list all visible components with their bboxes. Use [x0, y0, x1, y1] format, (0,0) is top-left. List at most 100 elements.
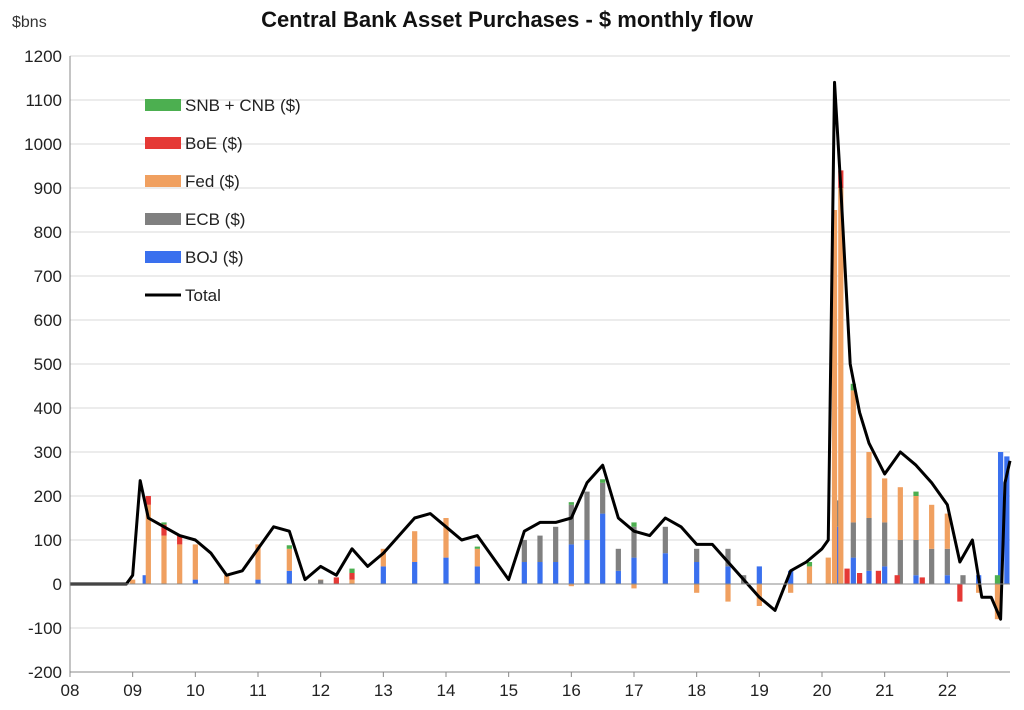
- bar-segment: [521, 562, 527, 584]
- bar-segment: [725, 566, 731, 584]
- bar-segment: [568, 504, 574, 545]
- bar-segment: [161, 522, 167, 525]
- legend-swatch: [145, 175, 181, 187]
- bar-segment: [145, 504, 151, 584]
- bar-segment: [318, 579, 324, 584]
- bar-segment: [944, 548, 950, 576]
- x-tick-label: 15: [499, 681, 518, 700]
- bar-segment: [835, 526, 841, 584]
- total-line: [70, 80, 1012, 621]
- x-tick-label: 21: [875, 681, 894, 700]
- bar-segment: [866, 518, 872, 571]
- bar-segment: [568, 502, 574, 505]
- x-tick-label: 17: [625, 681, 644, 700]
- y-tick-label: 500: [34, 355, 62, 374]
- bar-segment: [944, 575, 950, 584]
- bar-segment: [725, 548, 731, 567]
- bar-segment: [286, 548, 292, 571]
- bar-segment: [553, 562, 559, 584]
- y-tick-label: 1100: [25, 91, 62, 110]
- bar-segment: [997, 452, 1004, 584]
- bar-segment: [631, 557, 637, 584]
- bar-segment: [318, 579, 324, 581]
- bar-segment: [806, 566, 813, 584]
- x-tick-label: 13: [374, 681, 393, 700]
- bar-segment: [584, 491, 590, 540]
- bar-segment: [894, 575, 900, 584]
- y-tick-label: 700: [34, 267, 62, 286]
- x-tick-label: 18: [687, 681, 706, 700]
- x-tick-label: 20: [813, 681, 832, 700]
- bar-segment: [380, 566, 386, 584]
- bar-segment: [882, 522, 888, 567]
- bar-segment: [349, 573, 355, 580]
- bar-segment: [443, 518, 449, 558]
- bar-segment: [831, 210, 838, 584]
- bar-segment: [929, 504, 935, 549]
- legend: SNB + CNB ($) BoE ($) Fed ($) ECB ($) BOJ ($…: [145, 96, 301, 305]
- bar-segment: [161, 524, 167, 536]
- bar-segment: [615, 548, 621, 571]
- legend-swatch: [145, 137, 181, 149]
- bar-segment: [600, 482, 606, 514]
- bar-segment: [806, 562, 813, 567]
- bar-segment: [333, 577, 339, 584]
- bar-segment: [875, 570, 882, 584]
- bar-segment: [788, 570, 794, 584]
- bar-segment: [662, 526, 668, 554]
- bar-segment: [553, 526, 559, 562]
- legend-swatch: [145, 99, 181, 111]
- legend-label: SNB + CNB ($): [185, 96, 301, 115]
- y-tick-label: 0: [53, 575, 62, 594]
- bar-segment: [994, 575, 1001, 584]
- bar-segment: [412, 531, 418, 562]
- legend-label: Total: [185, 286, 221, 305]
- bar-segment: [976, 584, 982, 593]
- bar-segment: [600, 513, 606, 584]
- x-tick-label: 09: [123, 681, 142, 700]
- chart-title: Central Bank Asset Purchases - $ monthly…: [261, 7, 754, 32]
- x-tick-label: 22: [938, 681, 957, 700]
- bar-segment: [866, 570, 872, 584]
- y-tick-label: -200: [28, 663, 62, 682]
- y-tick-label: -100: [28, 619, 62, 638]
- bar-segment: [725, 584, 731, 602]
- bar-segment: [130, 579, 136, 584]
- bar-segment: [631, 584, 637, 589]
- bar-segment: [866, 452, 872, 518]
- bars: [130, 170, 1010, 620]
- bar-segment: [224, 575, 230, 584]
- bar-segment: [957, 584, 963, 602]
- bar-segment: [142, 575, 148, 584]
- legend-label: ECB ($): [185, 210, 245, 229]
- y-tick-label: 600: [34, 311, 62, 330]
- bar-segment: [694, 584, 700, 593]
- bar-segment: [615, 570, 621, 584]
- bar-segment: [835, 500, 841, 527]
- bar-segment: [568, 584, 574, 587]
- bar-segment: [788, 584, 794, 593]
- bar-segment: [474, 546, 480, 549]
- y-tick-label: 1000: [24, 135, 62, 154]
- unit-label: $bns: [12, 14, 47, 31]
- y-tick-label: 300: [34, 443, 62, 462]
- bar-segment: [838, 188, 844, 584]
- bar-segment: [521, 540, 527, 562]
- x-tick-label: 12: [311, 681, 330, 700]
- x-tick-label: 11: [249, 681, 267, 700]
- bar-segment: [913, 540, 919, 576]
- axes: -200 -100 0 100 200 300 400 500 600 700 800 900 1000…: [24, 47, 1010, 700]
- bar-segment: [568, 544, 574, 584]
- bar-segment: [856, 573, 863, 584]
- bar-segment: [882, 566, 888, 584]
- bar-segment: [349, 568, 355, 573]
- bar-segment: [850, 557, 856, 584]
- bar-segment: [177, 535, 183, 545]
- legend-label: BOJ ($): [185, 248, 244, 267]
- y-tick-label: 900: [34, 179, 62, 198]
- bar-segment: [474, 566, 480, 584]
- bar-segment: [825, 557, 831, 584]
- bar-segment: [919, 577, 925, 584]
